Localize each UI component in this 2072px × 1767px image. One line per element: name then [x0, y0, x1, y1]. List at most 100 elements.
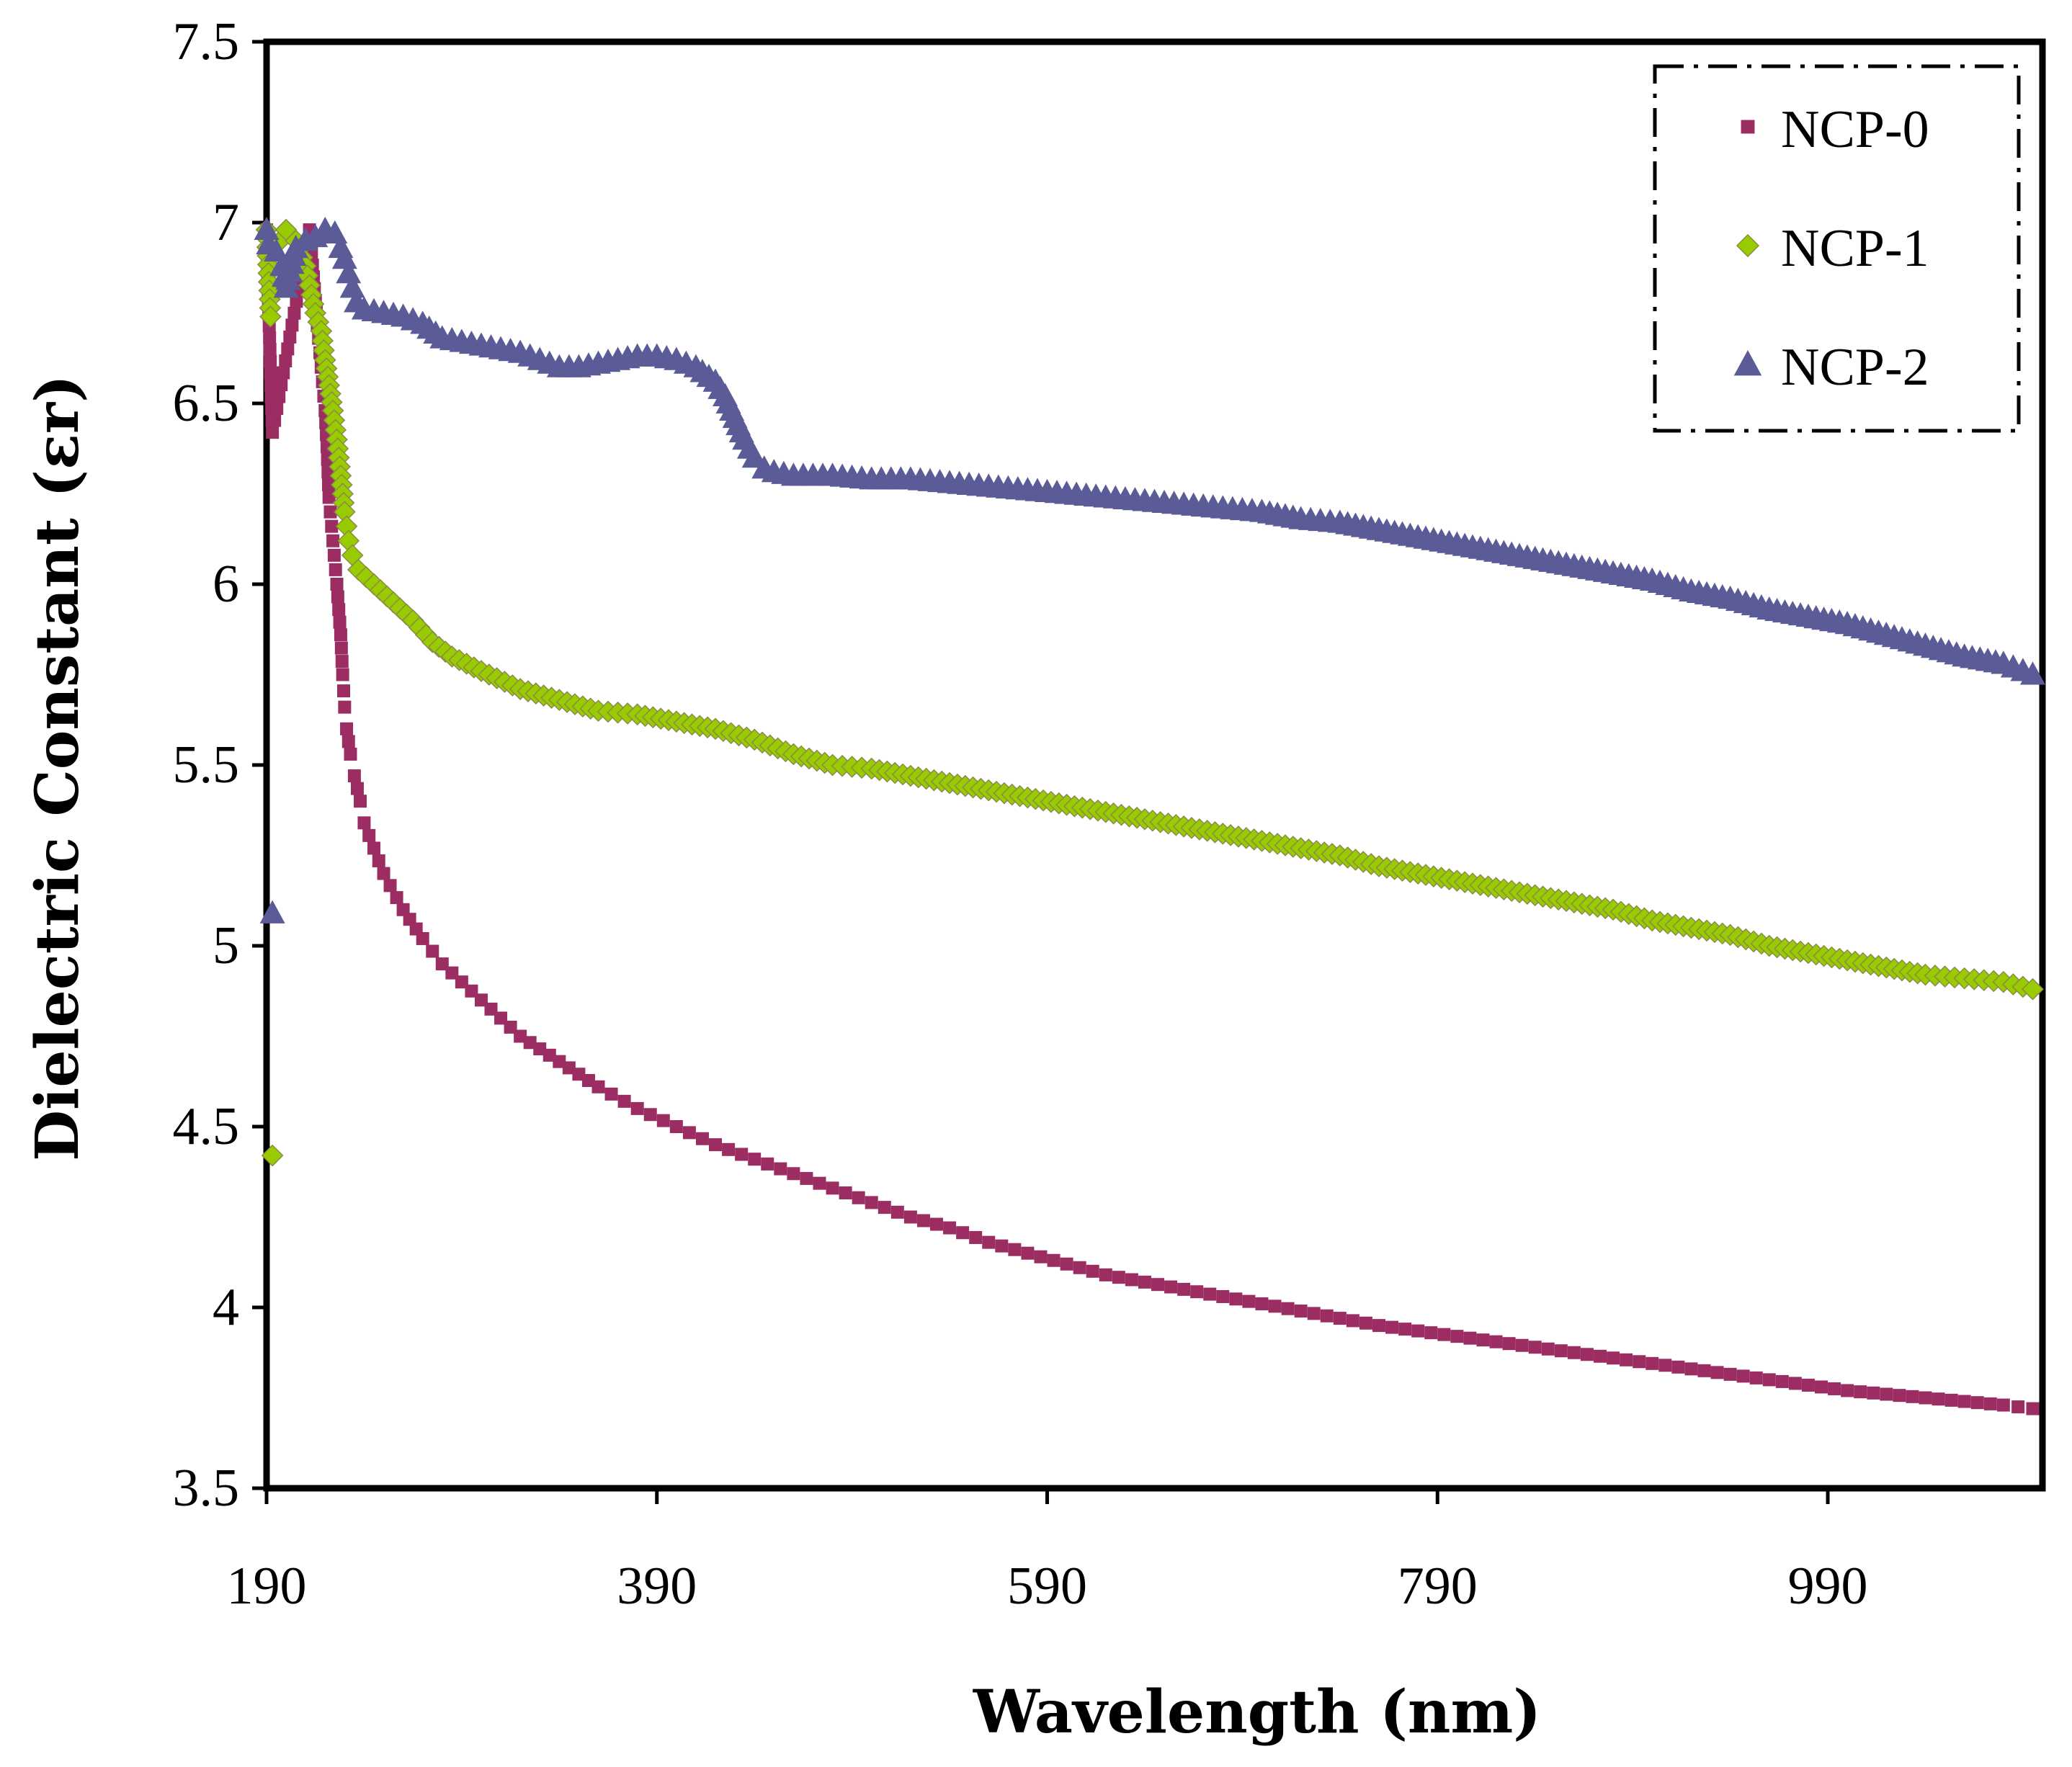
data-point — [1489, 1335, 1503, 1348]
data-point — [800, 1171, 813, 1185]
data-point — [839, 1186, 852, 1200]
data-point — [682, 1126, 696, 1140]
data-point — [1867, 1386, 1880, 1400]
y-axis-ticks: 3.5 4 4.5 5 5.5 6 6.5 7 7.5 — [173, 12, 267, 1518]
data-point — [1502, 1337, 1516, 1351]
data-point — [542, 1048, 556, 1062]
data-point — [259, 900, 285, 923]
data-point — [341, 735, 355, 748]
data-point — [1424, 1326, 1438, 1340]
data-point — [523, 1036, 537, 1050]
data-point — [695, 1132, 709, 1145]
y-tick-label: 7 — [213, 193, 239, 252]
data-point — [259, 305, 282, 328]
data-point — [416, 931, 429, 945]
data-point — [1099, 1268, 1112, 1281]
data-point — [1060, 1257, 1073, 1271]
y-axis-title-main: Dielectric Constant — [23, 518, 92, 1161]
data-point — [1854, 1385, 1867, 1399]
data-point — [930, 1217, 944, 1231]
legend-label: NCP-0 — [1781, 100, 1929, 159]
data-point — [2022, 978, 2044, 1001]
data-point — [1320, 1309, 1334, 1323]
data-point — [335, 655, 349, 668]
data-point — [1554, 1344, 1568, 1358]
legend-marker — [1733, 349, 1762, 376]
data-point — [372, 854, 385, 868]
data-point — [1307, 1307, 1321, 1320]
x-tick-label: 390 — [617, 1557, 697, 1616]
data-point — [533, 1042, 547, 1056]
data-point — [1177, 1282, 1191, 1296]
data-point — [334, 641, 348, 655]
data-point — [617, 1094, 631, 1108]
data-point — [572, 1068, 586, 1081]
data-point — [604, 1087, 618, 1101]
data-point — [435, 957, 449, 971]
data-point — [281, 342, 295, 356]
data-point — [254, 216, 280, 241]
data-point — [283, 330, 297, 344]
data-point — [338, 700, 352, 714]
data-point — [1828, 1382, 1841, 1395]
data-point — [2026, 1402, 2040, 1415]
data-point — [643, 1108, 657, 1122]
data-point — [1594, 1349, 1607, 1363]
data-point — [1203, 1287, 1217, 1301]
data-point — [1736, 1369, 1750, 1383]
data-point — [1671, 1360, 1685, 1374]
data-point — [336, 684, 350, 698]
data-point — [774, 1162, 787, 1176]
data-point — [1697, 1364, 1711, 1377]
y-tick-label: 6.5 — [173, 374, 240, 433]
data-point — [1450, 1330, 1464, 1343]
data-point — [591, 1080, 605, 1093]
data-point — [279, 354, 293, 367]
data-point — [1008, 1243, 1022, 1256]
data-point — [1515, 1338, 1529, 1352]
data-point — [562, 1061, 576, 1075]
y-tick-label: 3.5 — [173, 1459, 240, 1518]
series-ncp-1 — [255, 218, 2044, 1167]
data-point — [722, 1142, 736, 1156]
data-point — [982, 1235, 996, 1249]
data-point — [322, 478, 336, 491]
data-point — [852, 1191, 865, 1204]
data-point — [330, 578, 344, 591]
legend: NCP-0 NCP-1 NCP-2 — [1653, 64, 2021, 433]
data-point — [1880, 1387, 1893, 1401]
x-tick-label: 790 — [1398, 1557, 1478, 1616]
data-point — [334, 628, 347, 642]
data-point — [1658, 1359, 1672, 1372]
data-point — [1801, 1378, 1815, 1392]
data-point — [327, 548, 341, 562]
data-point — [357, 816, 371, 830]
data-point — [1190, 1285, 1204, 1299]
data-point — [263, 343, 277, 357]
data-point — [1983, 1397, 1997, 1410]
y-tick-label: 4 — [213, 1278, 239, 1337]
legend-marker — [1741, 120, 1755, 134]
data-point — [285, 318, 299, 332]
data-point — [1125, 1273, 1138, 1287]
x-tick-label: 590 — [1007, 1557, 1087, 1616]
data-point — [268, 413, 282, 427]
data-point — [1919, 1391, 1932, 1405]
data-point — [264, 354, 277, 368]
data-point — [336, 260, 362, 284]
data-point — [340, 722, 354, 735]
data-point — [326, 534, 340, 547]
data-point — [630, 1101, 644, 1115]
data-point — [367, 841, 380, 855]
data-point — [1996, 1398, 2010, 1412]
data-point — [455, 975, 468, 989]
data-point — [1775, 1374, 1789, 1388]
data-point — [336, 668, 349, 681]
data-point — [1437, 1328, 1451, 1341]
data-point — [339, 274, 365, 298]
data-point — [1620, 1353, 1633, 1366]
data-point — [426, 944, 439, 958]
data-point — [943, 1221, 957, 1235]
data-point — [261, 1144, 284, 1167]
data-point — [465, 984, 478, 998]
